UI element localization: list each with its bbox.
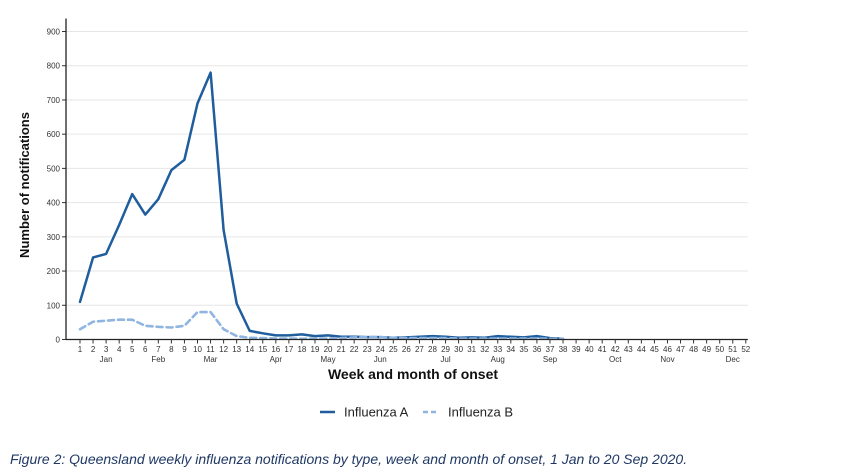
x-tick-label: 38 (559, 345, 568, 354)
x-tick-label: 9 (182, 345, 187, 354)
gridlines (66, 31, 748, 306)
x-tick-label: 19 (311, 345, 320, 354)
month-label: Nov (660, 355, 674, 364)
month-label: May (320, 355, 335, 364)
x-tick-label: 14 (245, 345, 254, 354)
x-tick-label: 24 (376, 345, 385, 354)
legend-label: Influenza A (344, 405, 409, 420)
x-tick-label: 2 (91, 345, 96, 354)
x-tick-label: 35 (519, 345, 528, 354)
x-tick-label: 52 (741, 345, 750, 354)
month-label: Jun (374, 355, 387, 364)
month-label: Oct (609, 355, 622, 364)
x-tick-label: 46 (663, 345, 672, 354)
legend-label: Influenza B (448, 405, 513, 420)
x-tick-label: 23 (363, 345, 372, 354)
series-line-influenza-b (78, 310, 565, 341)
y-axis-title: Number of notifications (17, 112, 32, 258)
month-label: Mar (204, 355, 218, 364)
x-tick-label: 40 (585, 345, 594, 354)
x-tick-label: 13 (232, 345, 241, 354)
x-tick-label: 25 (389, 345, 398, 354)
x-tick-label: 39 (572, 345, 581, 354)
x-tick-label: 48 (689, 345, 698, 354)
legend: Influenza A Influenza B (320, 405, 513, 420)
x-tick-label: 15 (258, 345, 267, 354)
x-tick-label: 22 (350, 345, 359, 354)
x-tick-label: 5 (130, 345, 135, 354)
x-tick-label: 33 (493, 345, 502, 354)
figure-caption: Figure 2: Queensland weekly influenza no… (10, 451, 688, 467)
x-tick-label: 29 (441, 345, 450, 354)
y-tick-label: 500 (47, 164, 61, 173)
x-tick-label: 36 (532, 345, 541, 354)
x-tick-label: 18 (297, 345, 306, 354)
x-tick-label: 4 (117, 345, 122, 354)
x-tick-label: 3 (104, 345, 109, 354)
y-tick-label: 400 (47, 199, 61, 208)
x-tick-label: 43 (624, 345, 633, 354)
x-tick-label: 42 (611, 345, 620, 354)
x-tick-label: 44 (637, 345, 646, 354)
y-tick-label: 900 (47, 28, 61, 37)
x-tick-label: 30 (454, 345, 463, 354)
x-axis-title: Week and month of onset (328, 366, 498, 382)
month-label: Dec (726, 355, 740, 364)
x-tick-label: 12 (219, 345, 228, 354)
x-tick-label: 34 (506, 345, 515, 354)
x-tick-label: 32 (480, 345, 489, 354)
y-tick-label: 800 (47, 62, 61, 71)
month-label: Sep (543, 355, 558, 364)
month-label: Jan (100, 355, 113, 364)
y-tick-label: 100 (47, 301, 61, 310)
y-tick-label: 0 (56, 336, 61, 345)
x-tick-label: 20 (324, 345, 333, 354)
x-tick-label: 10 (193, 345, 202, 354)
x-tick-label: 47 (676, 345, 685, 354)
x-tick-label: 51 (728, 345, 737, 354)
x-tick-label: 31 (467, 345, 476, 354)
x-tick-label: 8 (169, 345, 174, 354)
y-tick-label: 700 (47, 96, 61, 105)
series-line-influenza-a (78, 71, 565, 341)
x-tick-label: 45 (650, 345, 659, 354)
x-tick-label: 50 (715, 345, 724, 354)
x-tick-label: 26 (402, 345, 411, 354)
x-tick-label: 28 (428, 345, 437, 354)
month-label: Apr (270, 355, 283, 364)
month-label: Jul (440, 355, 450, 364)
x-tick-label: 41 (598, 345, 607, 354)
x-tick-label: 37 (546, 345, 555, 354)
x-tick-label: 49 (702, 345, 711, 354)
x-tick-label: 1 (78, 345, 83, 354)
x-tick-label: 7 (156, 345, 161, 354)
x-tick-label: 11 (206, 345, 215, 354)
x-tick-label: 17 (284, 345, 293, 354)
x-tick-label: 6 (143, 345, 148, 354)
x-tick-label: 16 (271, 345, 280, 354)
y-tick-label: 300 (47, 233, 61, 242)
month-label: Feb (151, 355, 165, 364)
month-label: Aug (491, 355, 505, 364)
x-tick-label: 21 (337, 345, 346, 354)
x-tick-label: 27 (415, 345, 424, 354)
y-tick-label: 600 (47, 130, 61, 139)
y-tick-label: 200 (47, 267, 61, 276)
series-layer (78, 71, 565, 341)
